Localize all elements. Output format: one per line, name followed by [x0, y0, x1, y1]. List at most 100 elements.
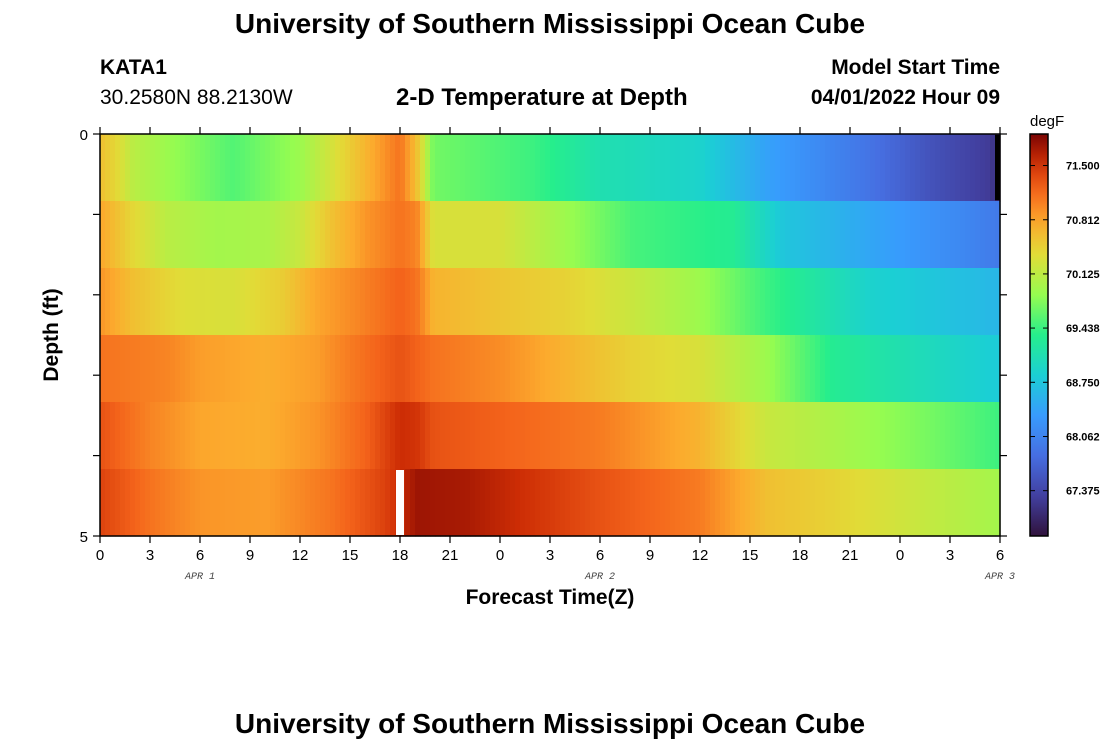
heatmap-cell: [450, 134, 456, 202]
page-title: University of Southern Mississippi Ocean…: [234, 8, 866, 39]
heatmap-cell: [420, 268, 426, 336]
missing-data-marker: [995, 135, 1000, 200]
heatmap-cell: [200, 402, 206, 470]
heatmap-cell: [560, 402, 566, 470]
heatmap-cell: [320, 201, 326, 269]
heatmap-cell: [645, 201, 651, 269]
heatmap-cell: [210, 469, 216, 537]
heatmap-cell: [535, 469, 541, 537]
heatmap-cell: [115, 335, 121, 403]
heatmap-cell: [550, 402, 556, 470]
heatmap-cell: [375, 201, 381, 269]
heatmap-cell: [455, 402, 461, 470]
heatmap-cell: [225, 402, 231, 470]
heatmap-cell: [325, 469, 331, 537]
x-tick-label: 6: [596, 547, 604, 564]
heatmap-cell: [270, 134, 276, 202]
heatmap-cell: [145, 402, 151, 470]
heatmap-cell: [425, 201, 431, 269]
heatmap-cell: [720, 402, 726, 470]
heatmap-cell: [150, 335, 156, 403]
heatmap-cell: [160, 134, 166, 202]
heatmap-cell: [335, 201, 341, 269]
heatmap-cell: [385, 134, 391, 202]
heatmap-cell: [580, 469, 586, 537]
heatmap-cell: [795, 201, 801, 269]
heatmap-cell: [905, 134, 911, 202]
heatmap-cell: [360, 335, 366, 403]
heatmap-cell: [835, 201, 841, 269]
heatmap-cell: [800, 335, 806, 403]
heatmap-cell: [660, 402, 666, 470]
x-axis-title: Forecast Time(Z): [466, 586, 635, 609]
heatmap-cell: [875, 134, 881, 202]
heatmap-cell: [780, 402, 786, 470]
heatmap-cell: [770, 402, 776, 470]
heatmap-cell: [160, 402, 166, 470]
heatmap-cell: [635, 134, 641, 202]
heatmap-cell: [520, 134, 526, 202]
heatmap-cell: [465, 201, 471, 269]
heatmap-cell: [955, 402, 961, 470]
heatmap-cell: [320, 469, 326, 537]
heatmap-cell: [740, 134, 746, 202]
heatmap-cell: [930, 402, 936, 470]
heatmap-cell: [925, 134, 931, 202]
heatmap-cell: [565, 134, 571, 202]
heatmap-cell: [135, 201, 141, 269]
heatmap-cell: [335, 268, 341, 336]
heatmap-cell: [365, 134, 371, 202]
heatmap-cell: [155, 469, 161, 537]
heatmap-cell: [320, 402, 326, 470]
heatmap-cell: [740, 201, 746, 269]
heatmap-cell: [555, 201, 561, 269]
heatmap-cell: [460, 201, 466, 269]
heatmap-cell: [260, 201, 266, 269]
heatmap-cell: [525, 201, 531, 269]
heatmap-cell: [350, 469, 356, 537]
heatmap-cell: [760, 335, 766, 403]
heatmap-cell: [705, 134, 711, 202]
heatmap-cell: [315, 335, 321, 403]
heatmap-cell: [210, 402, 216, 470]
heatmap-cell: [120, 268, 126, 336]
heatmap-cell: [810, 469, 816, 537]
heatmap-cell: [225, 201, 231, 269]
heatmap-cell: [370, 134, 376, 202]
heatmap-cell: [480, 402, 486, 470]
heatmap-cell: [515, 335, 521, 403]
heatmap-cell: [750, 268, 756, 336]
heatmap-cell: [510, 335, 516, 403]
heatmap-cell: [190, 134, 196, 202]
heatmap-cell: [605, 134, 611, 202]
heatmap-cell: [945, 335, 951, 403]
heatmap-cell: [135, 268, 141, 336]
heatmap-cell: [820, 335, 826, 403]
heatmap-cell: [515, 134, 521, 202]
heatmap-cell: [290, 134, 296, 202]
heatmap-cell: [945, 268, 951, 336]
heatmap-cell: [715, 134, 721, 202]
heatmap-cell: [285, 469, 291, 537]
heatmap-cell: [390, 402, 396, 470]
heatmap-cell: [600, 134, 606, 202]
heatmap-cell: [660, 134, 666, 202]
heatmap-cell: [750, 134, 756, 202]
heatmap-cell: [365, 268, 371, 336]
x-tick-label: 12: [292, 547, 309, 564]
heatmap-cell: [215, 201, 221, 269]
heatmap-cell: [880, 469, 886, 537]
heatmap-cell: [330, 134, 336, 202]
heatmap-cell: [150, 469, 156, 537]
heatmap-cell: [235, 134, 241, 202]
heatmap-cell: [620, 268, 626, 336]
heatmap-cell: [540, 402, 546, 470]
x-tick-label: 0: [96, 547, 104, 564]
heatmap-cell: [275, 335, 281, 403]
heatmap-cell: [980, 402, 986, 470]
heatmap-cell: [545, 335, 551, 403]
heatmap-cell: [210, 268, 216, 336]
heatmap-cell: [810, 201, 816, 269]
heatmap-cell: [585, 134, 591, 202]
x-tick-label: 3: [946, 547, 954, 564]
